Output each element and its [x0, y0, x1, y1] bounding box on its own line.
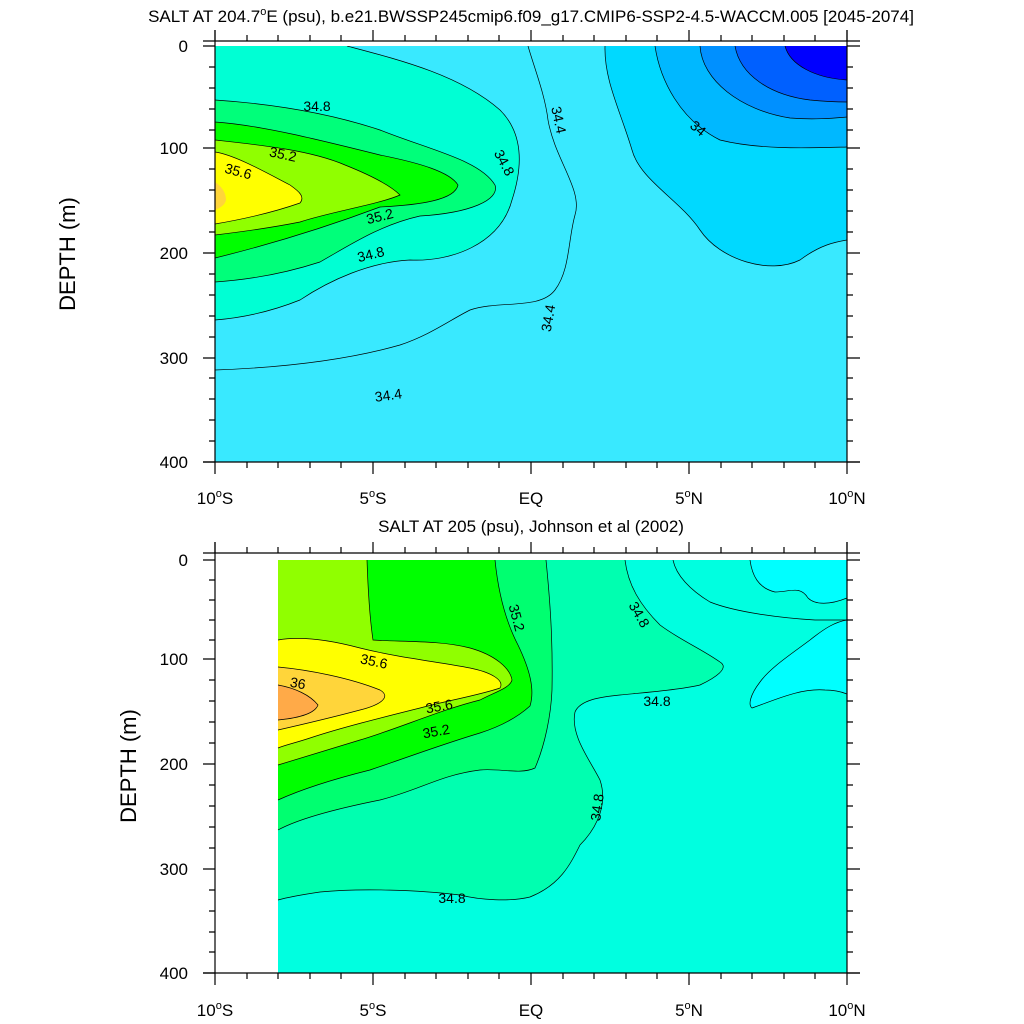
contour-label: 34.8 [303, 98, 330, 114]
x-tick-label: 10oN [828, 488, 865, 508]
contour-line [215, 46, 520, 321]
bottom-x-tick-labels: 10oS 5oS EQ 5oN 10oN [197, 1000, 866, 1020]
contour-label: 34.4 [548, 105, 569, 135]
contour-line [784, 46, 847, 81]
contour-line [215, 151, 303, 225]
contour-label: 36 [289, 674, 307, 692]
top-contour-field: 34.8 35.2 35.6 35.2 34.8 34.8 34.4 34.4 … [215, 46, 847, 462]
bottom-ticks [203, 542, 860, 985]
contour-line [215, 139, 401, 236]
contour-label: 34.8 [356, 243, 387, 265]
salinity-fill-33.4 [785, 46, 847, 80]
y-tick-label: 200 [160, 755, 188, 774]
contour-label: 34.8 [587, 792, 607, 821]
contour-label: 35.6 [223, 160, 254, 183]
contour-line [215, 46, 577, 371]
bottom-y-tick-labels: 0 100 200 300 400 [160, 551, 188, 983]
contour-line [277, 560, 513, 766]
contour-line [749, 560, 847, 604]
y-tick-label: 100 [160, 139, 188, 158]
contour-label: 35.6 [424, 696, 454, 717]
salinity-fill-34.4 [750, 620, 847, 708]
contour-line [277, 560, 724, 901]
x-tick-label: EQ [519, 489, 544, 508]
bottom-y-axis-label: DEPTH (m) [116, 709, 141, 823]
top-panel: SALT AT 204.7oE (psu), b.e21.BWSSP245cmi… [55, 6, 914, 508]
salinity-fill-35.6 [215, 152, 302, 224]
salinity-fill-35.8 [215, 182, 226, 210]
contour-label: 34.8 [643, 693, 670, 709]
contour-line [749, 619, 847, 709]
contour-line [277, 666, 386, 731]
contour-line [277, 560, 533, 801]
contour-line [277, 560, 553, 831]
x-tick-label: 5oN [675, 1000, 703, 1020]
bottom-panel-title: SALT AT 205 (psu), Johnson et al (2002) [378, 517, 684, 536]
contour-line [277, 684, 319, 721]
x-tick-label: 10oN [828, 1000, 865, 1020]
y-tick-label: 0 [179, 37, 188, 56]
contour-label: 35.2 [421, 721, 451, 742]
salinity-fill-35.6 [278, 638, 501, 748]
y-tick-label: 100 [160, 650, 188, 669]
contour-line [654, 46, 847, 149]
y-tick-label: 300 [160, 860, 188, 879]
top-panel-title: SALT AT 204.7oE (psu), b.e21.BWSSP245cmi… [148, 6, 914, 26]
salinity-fill-36.0 [278, 685, 318, 720]
contour-line [672, 560, 847, 621]
x-tick-label: 10oS [197, 488, 233, 508]
contour-label: 34.8 [438, 890, 465, 906]
salinity-fill-34.4 [750, 560, 847, 604]
y-tick-label: 400 [160, 453, 188, 472]
contour-line [277, 638, 502, 749]
contour-label: 35.2 [365, 205, 396, 227]
y-tick-label: 300 [160, 349, 188, 368]
top-x-tick-labels: 10oS 5oS EQ 5oN 10oN [197, 488, 866, 508]
x-tick-label: 5oN [675, 488, 703, 508]
top-y-axis-label: DEPTH (m) [55, 197, 80, 311]
x-tick-label: EQ [519, 1001, 544, 1020]
y-tick-label: 0 [179, 551, 188, 570]
x-tick-label: 5oS [360, 488, 387, 508]
contour-line [215, 121, 459, 259]
y-tick-label: 400 [160, 964, 188, 983]
contour-label: 34.4 [374, 385, 403, 405]
contour-label: 35.2 [268, 143, 298, 164]
x-tick-label: 5oS [360, 1000, 387, 1020]
top-ticks [203, 30, 860, 474]
top-y-tick-labels: 0 100 200 300 400 [160, 37, 188, 472]
contour-label: 35.2 [506, 602, 529, 633]
y-tick-label: 200 [160, 244, 188, 263]
contour-line [215, 99, 496, 283]
contour-label: 34.4 [538, 303, 559, 333]
contour-line [734, 46, 847, 103]
contour-label: 35.6 [359, 650, 389, 671]
contour-line [699, 46, 847, 120]
bottom-contour-field: 35.6 36 35.6 35.2 35.2 34.8 34.8 34.8 34… [215, 560, 847, 973]
bottom-panel: SALT AT 205 (psu), Johnson et al (2002) [116, 517, 866, 1020]
x-tick-label: 10oS [197, 1000, 233, 1020]
contour-line [604, 46, 847, 267]
